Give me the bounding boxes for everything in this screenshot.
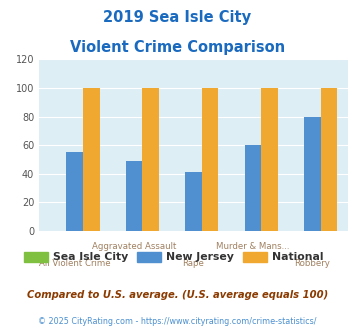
- Text: Violent Crime Comparison: Violent Crime Comparison: [70, 40, 285, 54]
- Text: 2019 Sea Isle City: 2019 Sea Isle City: [103, 10, 252, 25]
- Bar: [261, 88, 278, 231]
- Bar: [245, 145, 261, 231]
- Bar: [126, 161, 142, 231]
- Text: Rape: Rape: [182, 259, 204, 268]
- Text: © 2025 CityRating.com - https://www.cityrating.com/crime-statistics/: © 2025 CityRating.com - https://www.city…: [38, 317, 317, 326]
- Text: Robbery: Robbery: [294, 259, 330, 268]
- Bar: [66, 152, 83, 231]
- Text: Murder & Mans...: Murder & Mans...: [216, 242, 290, 251]
- Bar: [321, 88, 337, 231]
- Bar: [185, 172, 202, 231]
- Bar: [304, 116, 321, 231]
- Text: All Violent Crime: All Violent Crime: [39, 259, 110, 268]
- Legend: Sea Isle City, New Jersey, National: Sea Isle City, New Jersey, National: [20, 247, 328, 267]
- Bar: [142, 88, 159, 231]
- Text: Aggravated Assault: Aggravated Assault: [92, 242, 176, 251]
- Text: Compared to U.S. average. (U.S. average equals 100): Compared to U.S. average. (U.S. average …: [27, 290, 328, 300]
- Bar: [83, 88, 100, 231]
- Bar: [202, 88, 218, 231]
